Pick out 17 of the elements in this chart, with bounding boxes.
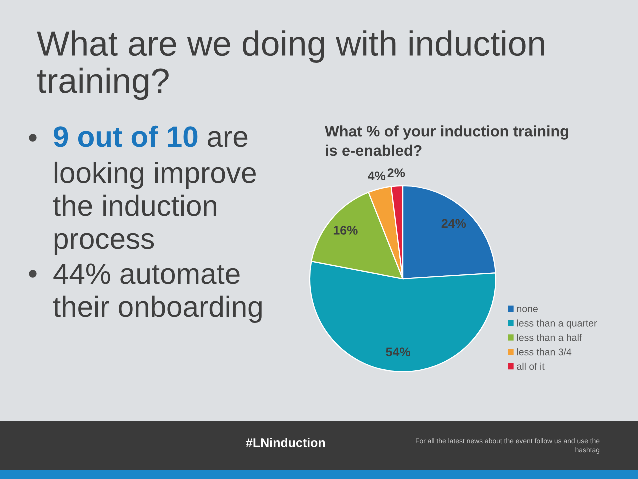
- legend-label: less than a quarter: [517, 320, 598, 329]
- text: are: [208, 131, 248, 148]
- data-label: 24%: [442, 219, 466, 228]
- chart-subtitle: What % of your induction training is e-enabled?: [325, 126, 568, 156]
- text: looking improve the induction process: [53, 162, 256, 256]
- text: #LNinduction: [246, 438, 326, 448]
- data-label: 2%: [388, 168, 406, 178]
- legend-label: all of it: [517, 362, 545, 370]
- data-label: 4%: [368, 172, 386, 181]
- data-label: 16%: [334, 226, 358, 235]
- data-label: 54%: [386, 348, 411, 357]
- legend-label: none: [517, 307, 538, 312]
- legend-label: less than 3/4: [517, 348, 572, 356]
- text: 44% automate their onboarding: [53, 264, 262, 324]
- chart-title: What are we doing with induction training?: [37, 30, 544, 100]
- legend-label: less than a half: [517, 334, 582, 342]
- text: 9 out of 10: [54, 126, 198, 148]
